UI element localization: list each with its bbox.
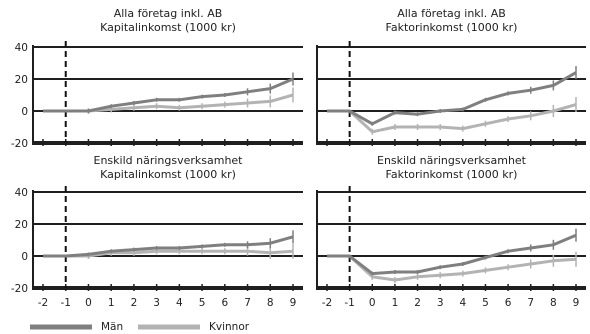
y-tick-label: -20 [11,283,28,295]
series-line-kvinnor [327,103,577,134]
series-line-kvinnor [43,93,294,113]
x-tick-label: 9 [290,297,297,309]
x-tick-label: 1 [108,297,115,309]
x-tick-label: 0 [85,297,92,309]
x-tick-label: 3 [437,297,444,309]
x-tick-label: 5 [199,297,206,309]
series-line-man [43,235,294,258]
x-tick-label: 3 [153,297,160,309]
series-line-kvinnor [327,254,577,282]
series-line-man [327,233,577,276]
x-tick-label: 6 [221,297,228,309]
x-tick-label: 9 [573,297,580,309]
x-tick-label: 7 [527,297,534,309]
chart-subtitle: Kapitalinkomst (1000 kr) [100,21,236,34]
x-tick-label: 8 [267,297,274,309]
y-tick-label: 20 [15,219,28,231]
x-tick-label: 8 [550,297,557,309]
x-tick-label: 0 [369,297,376,309]
chart-title: Enskild näringsverksamhet [94,154,244,167]
x-tick-label: 2 [414,297,421,309]
series-line-man [327,71,577,126]
x-tick-label: 5 [482,297,489,309]
y-tick-label: 20 [15,74,28,86]
x-tick-label: 4 [459,297,466,309]
y-tick-label: 0 [21,106,28,118]
x-tick-label: -1 [60,297,70,309]
chart-subtitle: Kapitalinkomst (1000 kr) [100,168,236,181]
x-tick-label: -2 [322,297,332,309]
y-tick-label: 40 [15,187,28,199]
chart-title: Enskild näringsverksamhet [377,154,527,167]
y-tick-label: 40 [15,42,28,54]
legend-label-kvinnor: Kvinnor [209,321,250,333]
legend: Män Kvinnor [30,321,250,333]
chart-subtitle: Faktorinkomst (1000 kr) [386,21,518,34]
y-tick-label: -20 [11,138,28,150]
chart-panel-3: Enskild näringsverksamhetKapitalinkomst … [11,154,303,309]
x-tick-label: 2 [131,297,138,309]
chart-title: Alla företag inkl. AB [397,7,506,20]
x-tick-label: 1 [392,297,399,309]
legend-label-man: Män [101,321,123,333]
series-line-man [43,77,294,113]
x-tick-label: -2 [38,297,48,309]
x-tick-label: -1 [344,297,354,309]
chart-subtitle: Faktorinkomst (1000 kr) [386,168,518,181]
x-tick-label: 4 [176,297,183,309]
y-tick-label: 0 [21,251,28,263]
x-tick-label: 6 [505,297,512,309]
x-tick-label: 7 [244,297,251,309]
chart-title: Alla företag inkl. AB [114,7,223,20]
